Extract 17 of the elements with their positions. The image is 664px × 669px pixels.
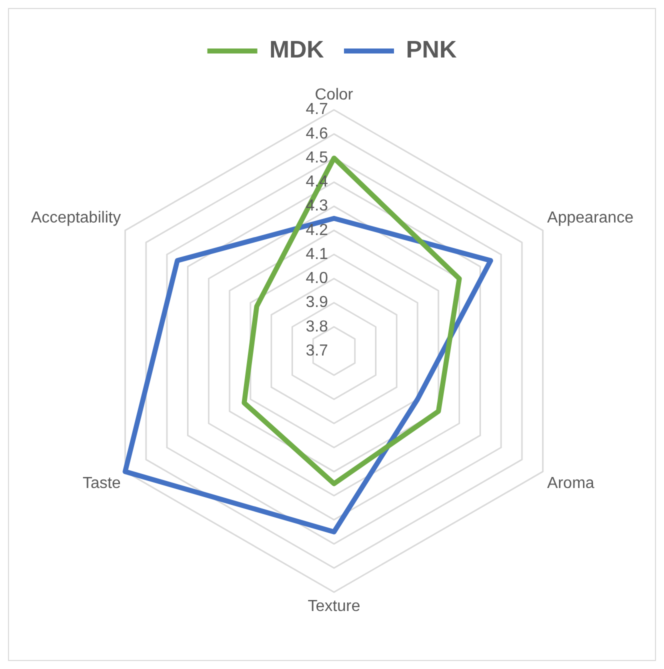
spoke-label: Appearance: [547, 210, 634, 227]
y-tick-label: 3.8: [306, 318, 328, 336]
y-tick-label: 3.9: [306, 294, 328, 312]
spoke-label: Acceptability: [30, 210, 121, 227]
spoke-label: Aroma: [547, 475, 594, 492]
legend-label: PNK: [406, 36, 458, 64]
spoke-label: Color: [314, 86, 354, 104]
spoke-label: Taste: [82, 475, 121, 492]
y-tick-label: 4.2: [306, 222, 328, 239]
y-tick-label: 4.6: [306, 125, 328, 142]
y-tick-label: 4.1: [306, 246, 328, 263]
y-tick-label: 4.7: [306, 101, 328, 118]
spoke-label: Texture: [308, 598, 360, 616]
y-tick-label: 4.0: [306, 270, 328, 288]
legend-label: MDK: [269, 36, 325, 64]
y-tick-label: 3.7: [306, 342, 328, 360]
y-tick-label: 4.5: [306, 149, 328, 166]
